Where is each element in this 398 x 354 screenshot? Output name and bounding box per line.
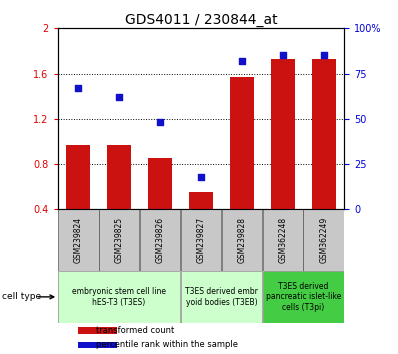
Bar — [271, 59, 295, 209]
Text: GSM239824: GSM239824 — [74, 217, 83, 263]
Point — [280, 53, 286, 58]
Bar — [58, 271, 180, 323]
Bar — [181, 209, 221, 271]
Text: transformed count: transformed count — [96, 326, 175, 335]
Text: GSM362248: GSM362248 — [278, 217, 287, 263]
Bar — [99, 209, 139, 271]
Bar — [263, 209, 303, 271]
Text: T3ES derived
pancreatic islet-like
cells (T3pi): T3ES derived pancreatic islet-like cells… — [265, 282, 341, 312]
Text: percentile rank within the sample: percentile rank within the sample — [96, 341, 238, 349]
Bar — [58, 209, 99, 271]
Text: GSM239826: GSM239826 — [156, 217, 164, 263]
Bar — [148, 158, 172, 209]
Point — [198, 174, 204, 179]
Bar — [303, 209, 344, 271]
Point — [321, 53, 327, 58]
Text: GSM362249: GSM362249 — [319, 217, 328, 263]
Point — [157, 120, 163, 125]
Bar — [263, 271, 344, 323]
Bar — [312, 59, 336, 209]
Bar — [78, 327, 117, 334]
Bar — [222, 209, 262, 271]
Text: cell type: cell type — [2, 292, 41, 301]
Point — [116, 94, 122, 100]
Bar — [140, 209, 180, 271]
Text: GSM239828: GSM239828 — [238, 217, 246, 263]
Bar — [189, 192, 213, 209]
Bar — [78, 342, 117, 348]
Title: GDS4011 / 230844_at: GDS4011 / 230844_at — [125, 13, 277, 27]
Point — [239, 58, 245, 64]
Point — [75, 85, 81, 91]
Text: GSM239825: GSM239825 — [115, 217, 124, 263]
Text: GSM239827: GSM239827 — [197, 217, 205, 263]
Bar — [66, 145, 90, 209]
Bar — [181, 271, 262, 323]
Text: T3ES derived embr
yoid bodies (T3EB): T3ES derived embr yoid bodies (T3EB) — [185, 287, 258, 307]
Bar — [230, 77, 254, 209]
Text: embryonic stem cell line
hES-T3 (T3ES): embryonic stem cell line hES-T3 (T3ES) — [72, 287, 166, 307]
Bar — [107, 145, 131, 209]
